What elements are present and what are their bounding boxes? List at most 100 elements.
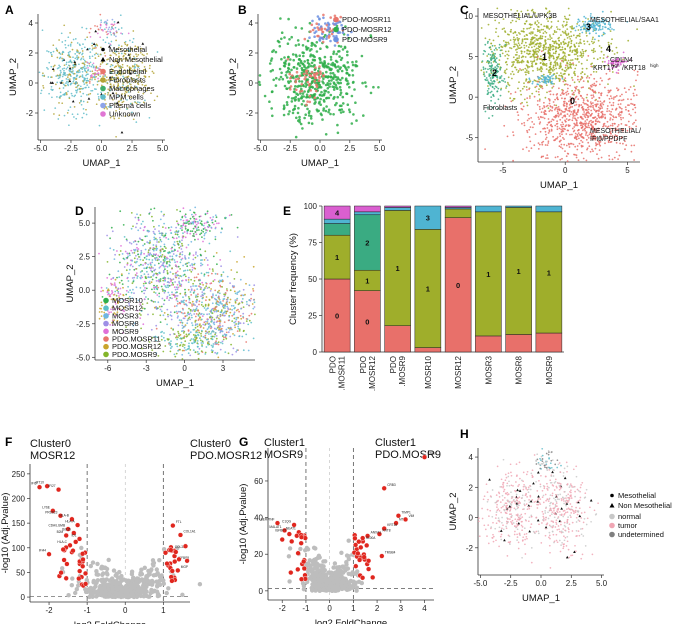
panel-c-point — [594, 136, 597, 139]
panel-a-point — [63, 24, 66, 27]
panel-a-point — [51, 96, 53, 99]
panel-d-point — [207, 318, 210, 321]
panel-d-point — [170, 232, 173, 235]
panel-d-point — [153, 284, 155, 287]
panel-b-point — [304, 75, 307, 79]
panel-c-point — [585, 134, 587, 136]
panel-c-point — [481, 60, 484, 62]
panel-b-point — [293, 104, 297, 108]
panel-a-point — [86, 47, 89, 51]
panel-a-point — [129, 102, 132, 105]
panel-c-point — [585, 126, 588, 129]
panel-b-point — [301, 44, 305, 47]
panel-c-point — [564, 56, 567, 58]
panel-c-point — [540, 86, 542, 89]
panel-d-point — [168, 294, 171, 296]
panel-c-point — [583, 122, 586, 125]
panel-d-point — [242, 288, 245, 291]
panel-d-point — [181, 251, 184, 253]
panel-d-point — [182, 264, 185, 267]
panel-c-point — [580, 145, 583, 148]
panel-c-point — [533, 51, 536, 54]
panel-c-point — [522, 60, 525, 63]
panel-c-point — [521, 108, 524, 111]
panel-d-point — [179, 302, 181, 305]
panel-a-point — [120, 32, 122, 35]
panel-d-point — [159, 249, 162, 252]
panel-c-point — [528, 117, 530, 120]
panel-c-point — [548, 57, 551, 60]
panel-d-point — [165, 258, 168, 260]
panel-a-point — [91, 44, 93, 47]
panel-a-y-axis-label: UMAP_2 — [8, 58, 19, 96]
panel-d-point — [216, 300, 219, 303]
panel-c-point — [582, 28, 585, 31]
panel-d-point — [156, 294, 159, 296]
panel-a-point — [95, 52, 98, 55]
panel-c-point — [520, 10, 523, 13]
panel-b-point — [351, 81, 355, 84]
panel-d-point — [250, 321, 253, 324]
panel-c-point — [484, 67, 487, 70]
panel-a-point — [107, 105, 110, 108]
panel-b-point — [354, 101, 357, 104]
panel-a-point — [74, 64, 77, 67]
panel-b-point — [299, 122, 303, 126]
panel-c-point — [518, 37, 520, 40]
panel-d-point — [150, 269, 152, 272]
panel-d-point — [186, 269, 189, 272]
panel-d-point — [162, 303, 165, 305]
panel-d-point — [206, 307, 209, 310]
panel-b-point — [336, 76, 340, 79]
panel-d-point — [194, 304, 197, 307]
panel-a-point — [135, 87, 138, 90]
panel-b-point — [303, 64, 306, 67]
panel-d-point — [206, 328, 209, 331]
panel-d-point — [198, 303, 200, 306]
panel-a-point — [83, 65, 86, 68]
panel-c-point — [557, 47, 560, 50]
panel-a-point — [73, 77, 75, 79]
panel-c-point — [484, 37, 487, 40]
panel-c-point — [494, 52, 496, 55]
panel-d-point — [101, 296, 104, 298]
panel-a-point — [126, 81, 129, 84]
panel-d-point — [143, 307, 146, 310]
panel-c-point — [570, 30, 572, 33]
panel-c-point — [599, 100, 602, 103]
panel-a-point — [115, 92, 118, 95]
panel-c-point — [502, 18, 505, 20]
panel-c-point — [482, 53, 485, 55]
panel-a-point — [84, 70, 87, 72]
panel-d-point — [133, 292, 135, 294]
panel-b-point — [301, 92, 305, 95]
panel-a-point — [105, 76, 108, 79]
panel-c-point — [560, 34, 562, 36]
panel-b-point — [329, 93, 333, 97]
panel-d-point — [154, 233, 156, 236]
panel-a-point — [61, 41, 64, 43]
panel-c-point — [548, 102, 551, 105]
panel-a-point — [99, 65, 102, 68]
panel-c-point — [550, 120, 553, 123]
panel-d-point — [242, 316, 245, 319]
panel-c-point — [526, 27, 528, 30]
panel-d-point — [174, 264, 177, 267]
panel-d-point — [153, 238, 156, 241]
panel-c-point — [491, 114, 494, 117]
panel-c-point — [548, 52, 551, 54]
panel-d-point — [220, 302, 223, 305]
panel-c-point — [536, 28, 539, 31]
panel-a-point — [57, 77, 60, 80]
panel-c-point — [492, 76, 494, 79]
panel-d-point — [155, 256, 158, 259]
panel-d-point — [143, 267, 146, 270]
panel-d-point — [174, 249, 176, 252]
panel-d-point — [165, 247, 167, 250]
panel-c-point — [612, 64, 615, 67]
panel-d-point — [237, 325, 240, 328]
panel-c-point — [556, 56, 558, 59]
panel-d-point — [235, 318, 238, 321]
panel-a-point — [76, 56, 78, 59]
panel-c-point — [527, 13, 529, 15]
